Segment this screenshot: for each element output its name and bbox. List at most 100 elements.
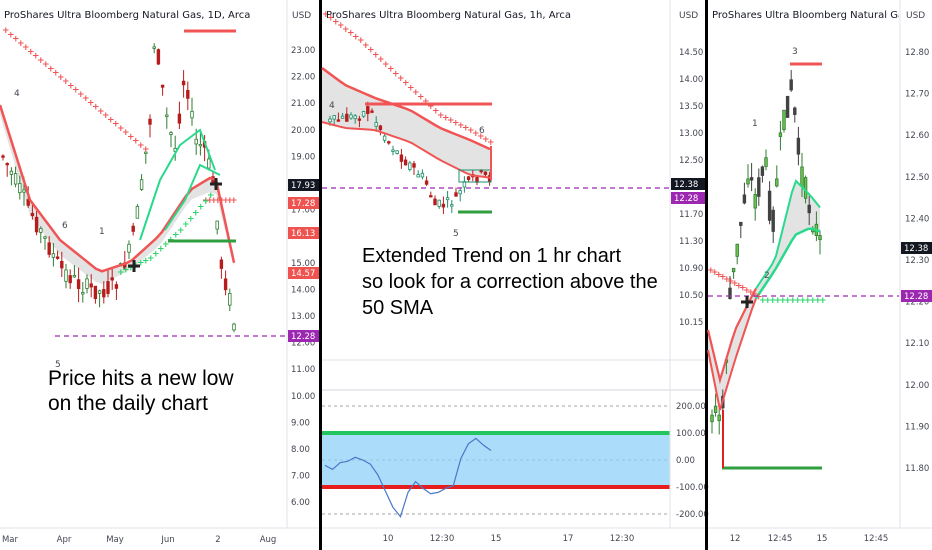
x-axis-tick-label: 10 [383, 534, 394, 544]
y-axis-tick-label: 14.00 [291, 285, 315, 295]
parabolic-sar-marker: + [32, 52, 40, 62]
parabolic-sar-marker: + [367, 46, 375, 56]
parabolic-sar-marker: + [82, 94, 90, 104]
currency-label: USD [679, 11, 698, 21]
price-tag-label: 12.28 [904, 292, 928, 302]
parabolic-sar-marker: + [715, 270, 723, 280]
y-axis-tick-label: 17.00 [291, 206, 315, 216]
parabolic-sar-marker: + [17, 39, 25, 49]
parabolic-sar-marker: + [382, 60, 390, 70]
price-tag-label: 12.38 [674, 180, 698, 190]
candle-body [51, 253, 56, 258]
parabolic-sar-marker: + [784, 296, 792, 306]
price-tag-label: 16.13 [291, 229, 315, 239]
candle-body [102, 289, 106, 298]
candle-body [399, 154, 404, 162]
candle-body [60, 260, 64, 269]
candle-body [391, 149, 395, 152]
parabolic-sar-marker: + [362, 41, 370, 51]
parabolic-sar-marker: + [327, 14, 335, 24]
wave-label: 2 [764, 271, 770, 281]
candle-body [760, 166, 765, 176]
candle-body [340, 115, 345, 119]
parabolic-sar-marker: + [739, 284, 747, 294]
candle-body [89, 283, 93, 288]
candle-body [85, 278, 89, 289]
price-tag [671, 178, 705, 190]
parabolic-sar-marker: + [72, 86, 80, 96]
parabolic-sar-marker: + [137, 141, 145, 151]
candle-body [408, 162, 412, 170]
price-tag-label: 17.93 [291, 181, 315, 191]
y-axis-tick-label: 10.90 [679, 264, 703, 274]
candle-body [93, 285, 98, 300]
x-axis: Mar Apr May Jun 2 Aug [2, 535, 276, 545]
candle-body [749, 177, 754, 181]
cci-level-label: 100.00 [676, 429, 706, 439]
cross-marker [128, 260, 140, 272]
x-axis-tick-label: Apr [57, 535, 72, 545]
candle-body [771, 209, 775, 232]
parabolic-sar-marker: + [352, 32, 360, 42]
parabolic-sar-marker: + [442, 114, 450, 124]
candle-body [30, 212, 35, 217]
wave-label: 1 [752, 119, 758, 129]
y-axis-tick-label: 11.90 [905, 422, 929, 432]
annotation-line-2: on the daily chart [48, 392, 208, 415]
parabolic-sar-marker: + [117, 124, 125, 134]
candle-body [441, 203, 446, 208]
x-axis-tick-label: 12 [730, 534, 741, 544]
parabolic-sar-marker: + [727, 277, 735, 287]
parabolic-sar-marker: + [357, 36, 365, 46]
price-tag [288, 330, 320, 342]
parabolic-sar-marker: + [735, 281, 743, 291]
candle-body [803, 177, 808, 199]
ema-line [321, 121, 491, 179]
candle-body [793, 107, 797, 115]
candle-body [194, 138, 198, 145]
x-axis-tick-label: 12:30 [610, 534, 635, 544]
y-axis-tick-label: 12.00 [291, 339, 315, 349]
y-axis-tick-label: 8.00 [291, 445, 310, 455]
candle-body [135, 206, 140, 219]
parabolic-sar-marker: + [122, 128, 130, 138]
panel-divider [705, 0, 708, 550]
parabolic-sar-marker: + [137, 259, 145, 269]
parabolic-sar-marker: + [427, 102, 435, 112]
parabolic-sar-marker: + [214, 196, 222, 206]
parabolic-sar-marker: + [397, 74, 405, 84]
candle-body [710, 414, 714, 423]
candle-body [165, 114, 169, 117]
cci-level-label: -200.00 [676, 510, 709, 520]
x-axis-tick-label: Jun [160, 535, 174, 545]
candle-body [139, 179, 144, 190]
candle-body [228, 293, 232, 306]
candle-body [387, 141, 391, 144]
parabolic-sar-marker: + [102, 111, 110, 121]
parabolic-sar-marker: + [402, 79, 410, 89]
candle-body [22, 189, 26, 193]
candle-body [144, 151, 148, 154]
candle-body [97, 290, 102, 294]
wave-label: 4 [329, 101, 335, 111]
candle-body [357, 118, 362, 121]
candle-body [148, 118, 152, 125]
parabolic-sar-marker: + [764, 296, 772, 306]
parabolic-sar-marker: + [12, 35, 20, 45]
currency-label: USD [292, 11, 311, 21]
parabolic-sar-marker: + [743, 286, 751, 296]
parabolic-sar-marker: + [347, 29, 355, 39]
fifteen-minute-chart-panel: ++++++++++++++++++++++++++ 3 1 2 ProShar… [706, 0, 932, 550]
parabolic-sar-marker: + [711, 268, 719, 278]
candle-body [127, 243, 131, 253]
candle-body [458, 190, 462, 195]
parabolic-sar-marker: + [731, 279, 739, 289]
candle-body [181, 80, 186, 86]
parabolic-sar-marker: + [472, 129, 480, 139]
y-axis-tick-label: 12.40 [905, 214, 929, 224]
parabolic-sar-marker: + [218, 196, 226, 206]
parabolic-sar-marker: + [182, 220, 190, 230]
parabolic-sar-marker: + [97, 107, 105, 117]
parabolic-sar-marker: + [789, 296, 797, 306]
ema-fast-line [164, 163, 221, 231]
